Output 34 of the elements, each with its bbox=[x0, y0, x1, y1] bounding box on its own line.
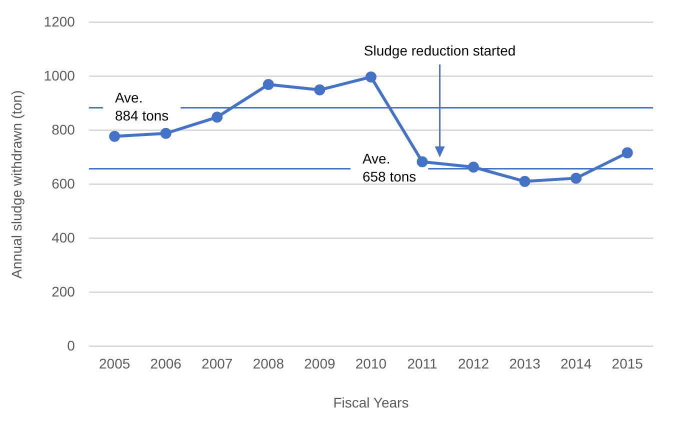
point bbox=[262, 79, 274, 90]
y-tick-label: 0 bbox=[67, 337, 76, 354]
point bbox=[212, 112, 223, 123]
point bbox=[519, 176, 530, 187]
x-tick-label: 2010 bbox=[355, 356, 387, 372]
point bbox=[314, 84, 326, 96]
x-tick-label: 2015 bbox=[612, 356, 644, 372]
ref-line-label: Ave. 884 tons bbox=[114, 90, 169, 124]
point bbox=[365, 71, 376, 82]
x-tick-label: 2012 bbox=[458, 356, 490, 372]
x-tick-label: 2005 bbox=[99, 356, 130, 372]
y-axis-title: Annual sludge withdrawn (ton) bbox=[8, 90, 24, 279]
point bbox=[622, 147, 633, 158]
x-tick-label: 2014 bbox=[560, 356, 592, 372]
y-tick-label: 1200 bbox=[44, 13, 76, 30]
y-tick-label: 600 bbox=[52, 175, 76, 192]
y-tick-label: 800 bbox=[52, 121, 76, 138]
point bbox=[160, 128, 172, 139]
y-tick-label: 1000 bbox=[44, 67, 76, 84]
x-tick-label: 2009 bbox=[304, 356, 336, 372]
x-tick-label: 2013 bbox=[509, 356, 541, 372]
x-tick-label: 2006 bbox=[150, 356, 182, 372]
point bbox=[109, 130, 120, 142]
annotation: Sludge reduction started bbox=[364, 42, 516, 58]
x-axis-title: Fiscal Years bbox=[333, 394, 409, 410]
x-tick-label: 2008 bbox=[252, 356, 284, 372]
point bbox=[416, 156, 428, 168]
point bbox=[570, 172, 582, 184]
y-tick-label: 200 bbox=[52, 283, 76, 300]
ref-line-label: Ave. 658 tons bbox=[362, 150, 416, 185]
y-tick-label: 400 bbox=[52, 229, 76, 246]
point bbox=[468, 162, 480, 173]
x-tick-label: 2007 bbox=[202, 356, 233, 372]
x-tick-label: 2011 bbox=[407, 356, 438, 372]
